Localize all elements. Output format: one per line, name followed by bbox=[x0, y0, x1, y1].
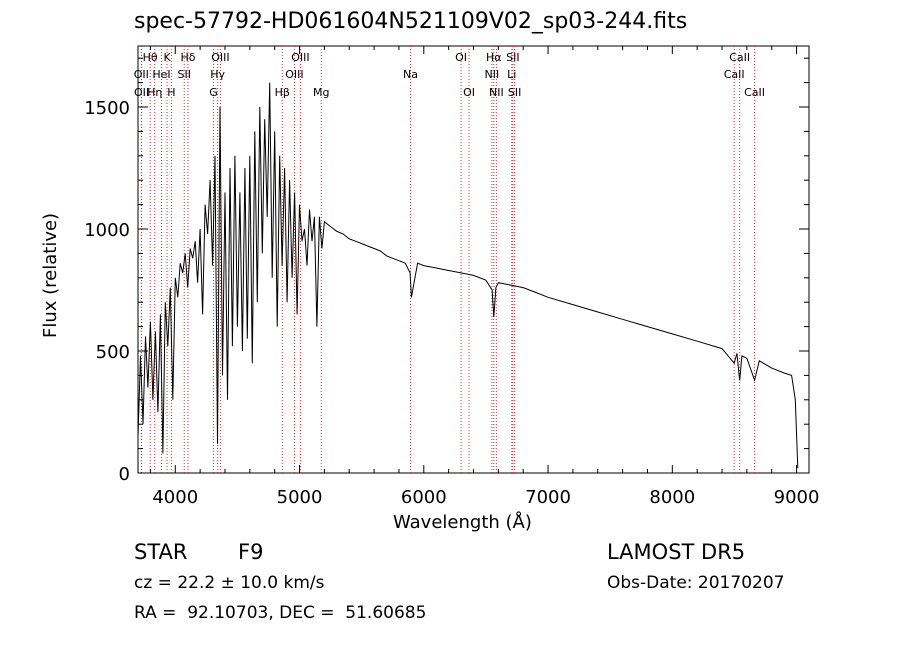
line-label-20: H bbox=[167, 86, 175, 99]
redshift-velocity: cz = 22.2 ± 10.0 km/s bbox=[134, 573, 325, 593]
line-label-6: Hα bbox=[486, 51, 502, 64]
x-tick-label-0: 4000 bbox=[152, 487, 198, 508]
line-label-19: Hη bbox=[147, 86, 162, 99]
x-tick-label-3: 7000 bbox=[525, 487, 571, 508]
x-tick-label-4: 8000 bbox=[649, 487, 695, 508]
line-label-4: OIII bbox=[291, 51, 309, 64]
line-label-12: Hγ bbox=[210, 68, 225, 81]
spectrum-line bbox=[137, 82, 799, 469]
line-label-18: OII bbox=[134, 86, 149, 99]
line-label-17: CaII bbox=[724, 68, 745, 81]
y-tick-label-0: 0 bbox=[119, 464, 130, 485]
line-label-26: SII bbox=[508, 86, 521, 99]
tick-labels: 4000 5000 6000 7000 8000 9000 0 500 1000 1500 bbox=[84, 98, 819, 508]
x-axis-label: Wavelength (Å) bbox=[393, 512, 532, 533]
y-tick-label-2: 1000 bbox=[84, 220, 130, 241]
line-label-10: HeI bbox=[152, 68, 170, 81]
line-label-23: Mg bbox=[313, 86, 329, 99]
line-label-8: CaII bbox=[729, 51, 750, 64]
line-label-25: NII bbox=[489, 86, 504, 99]
line-label-9: OII bbox=[134, 68, 149, 81]
x-tick-label-5: 9000 bbox=[774, 487, 820, 508]
x-tick-label-1: 5000 bbox=[277, 487, 323, 508]
y-tick-label-3: 1500 bbox=[84, 98, 130, 119]
x-tick-label-2: 6000 bbox=[401, 487, 447, 508]
axis-ticks bbox=[138, 46, 809, 474]
line-label-2: Hδ bbox=[180, 51, 195, 64]
spectral-subclass: F9 bbox=[238, 540, 264, 564]
line-label-24: OI bbox=[463, 86, 475, 99]
line-label-27: CaII bbox=[744, 86, 765, 99]
line-labels: Hθ K Hδ OIII OIII OI Hα SII CaII OII HeI SII Hγ OIII N… bbox=[134, 51, 765, 99]
line-label-3: OIII bbox=[211, 51, 229, 64]
line-label-16: Li bbox=[507, 68, 516, 81]
line-markers bbox=[140, 46, 756, 473]
line-label-7: SII bbox=[506, 51, 519, 64]
survey-name: LAMOST DR5 bbox=[607, 540, 746, 564]
chart-title: spec-57792-HD061604N521109V02_sp03-244.f… bbox=[134, 9, 688, 34]
line-label-14: Na bbox=[403, 68, 418, 81]
y-axis-label: Flux (relative) bbox=[40, 212, 61, 338]
coordinates: RA = 92.10703, DEC = 51.60685 bbox=[134, 603, 427, 623]
object-type: STAR bbox=[134, 540, 188, 564]
observation-date: Obs-Date: 20170207 bbox=[607, 573, 785, 593]
line-label-22: Hβ bbox=[275, 86, 290, 99]
y-tick-label-1: 500 bbox=[96, 342, 130, 363]
line-label-1: K bbox=[163, 51, 171, 64]
line-label-21: G bbox=[209, 86, 218, 99]
line-label-15: NII bbox=[485, 68, 500, 81]
line-label-11: SII bbox=[177, 68, 190, 81]
line-label-5: OI bbox=[455, 51, 467, 64]
line-label-0: Hθ bbox=[143, 51, 158, 64]
line-label-13: OIII bbox=[285, 68, 303, 81]
